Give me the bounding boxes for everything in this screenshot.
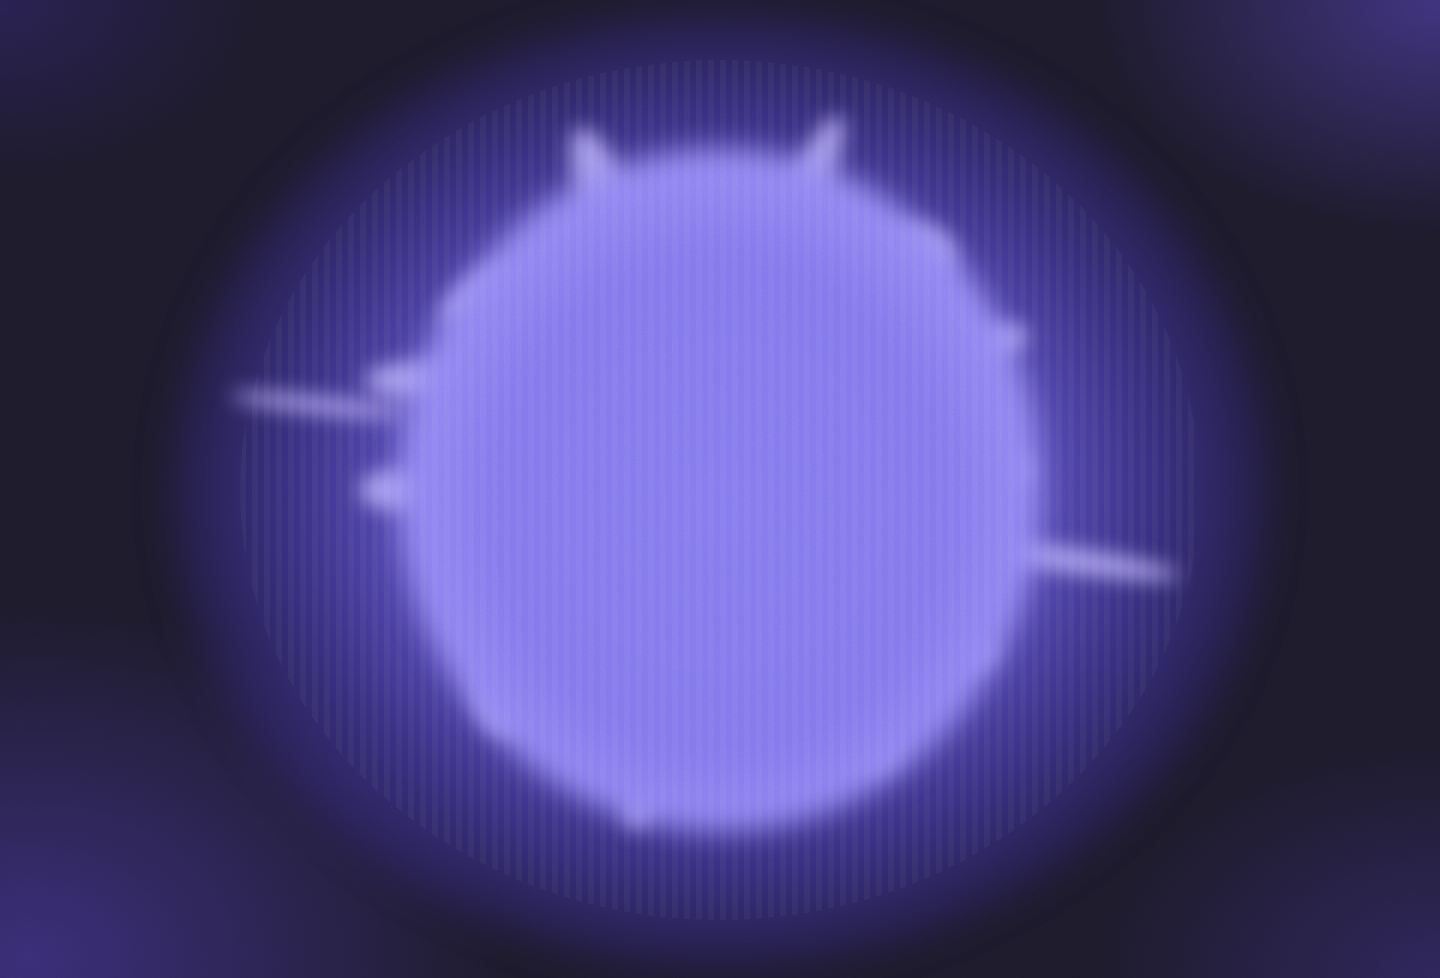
film-grain <box>0 0 1440 978</box>
abstract-glow-image <box>0 0 1440 978</box>
